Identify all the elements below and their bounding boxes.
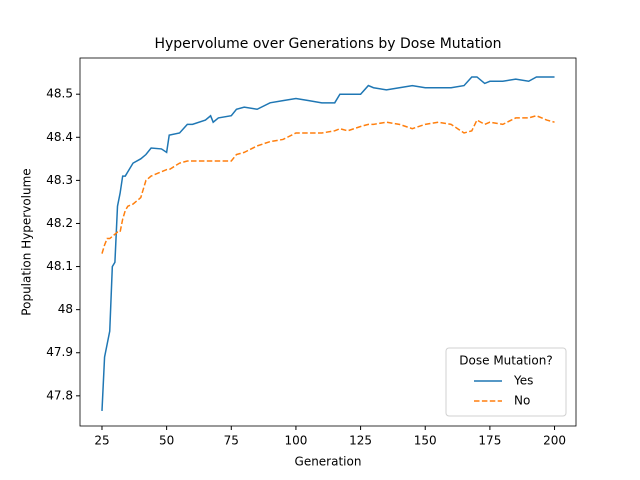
x-tick-label: 50 bbox=[159, 434, 174, 448]
legend-label: No bbox=[514, 394, 530, 408]
legend-label: Yes bbox=[513, 374, 533, 388]
x-tick-label: 100 bbox=[284, 434, 307, 448]
x-tick-label: 200 bbox=[543, 434, 566, 448]
x-tick-label: 25 bbox=[94, 434, 109, 448]
series-line bbox=[101, 114, 555, 254]
legend-title: Dose Mutation? bbox=[459, 354, 552, 368]
chart-title: Hypervolume over Generations by Dose Mut… bbox=[154, 36, 501, 52]
y-tick-label: 48.2 bbox=[46, 216, 73, 230]
plot-frame bbox=[79, 57, 577, 427]
x-tick-label: 125 bbox=[349, 434, 372, 448]
y-axis-label: Population Hypervolume bbox=[20, 168, 34, 315]
y-tick-label: 48 bbox=[58, 302, 73, 316]
y-tick-label: 48.3 bbox=[46, 173, 73, 187]
x-tick-label: 75 bbox=[224, 434, 239, 448]
y-tick-label: 48.4 bbox=[46, 130, 73, 144]
x-tick-label: 175 bbox=[478, 434, 501, 448]
legend-box bbox=[445, 347, 567, 417]
y-tick-label: 48.1 bbox=[46, 259, 73, 273]
y-tick-label: 47.9 bbox=[46, 345, 73, 359]
y-tick-label: 48.5 bbox=[46, 87, 73, 101]
x-tick-label: 150 bbox=[414, 434, 437, 448]
series-line bbox=[101, 76, 555, 411]
x-axis-label: Generation bbox=[295, 455, 362, 469]
y-tick-label: 47.8 bbox=[46, 388, 73, 402]
